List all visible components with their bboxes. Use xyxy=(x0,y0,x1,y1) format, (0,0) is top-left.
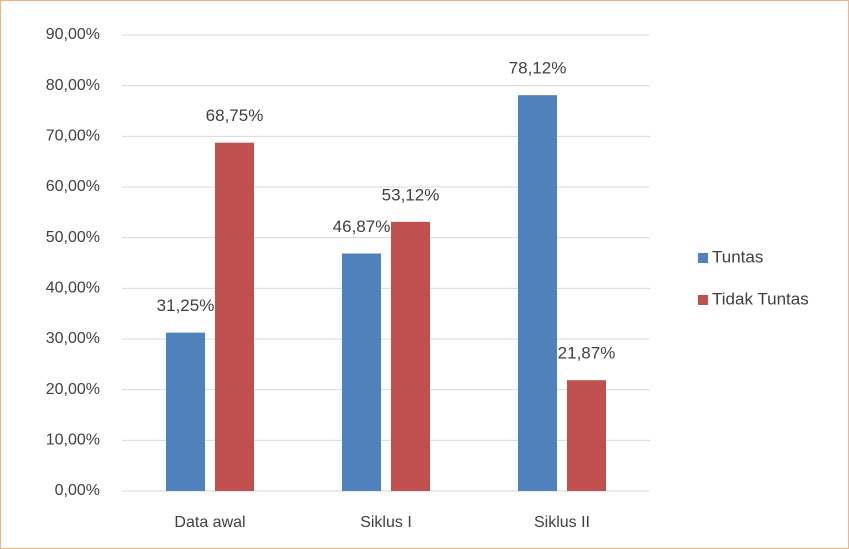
value-label: 46,87% xyxy=(333,217,391,236)
x-tick-label: Siklus I xyxy=(360,514,412,531)
y-tick-label: 50,00% xyxy=(46,229,100,246)
x-tick-label: Siklus II xyxy=(534,514,590,531)
y-tick-label: 70,00% xyxy=(46,128,100,145)
value-label: 31,25% xyxy=(157,296,215,315)
bar xyxy=(166,332,205,491)
y-tick-label: 80,00% xyxy=(46,77,100,94)
y-tick-label: 20,00% xyxy=(46,381,100,398)
y-tick-label: 90,00% xyxy=(46,26,100,43)
legend-label: Tuntas xyxy=(712,247,763,266)
value-label: 21,87% xyxy=(558,344,616,363)
bar xyxy=(215,142,254,491)
bar xyxy=(567,380,606,491)
y-tick-label: 0,00% xyxy=(55,482,100,499)
x-tick-label: Data awal xyxy=(174,514,245,531)
y-tick-label: 40,00% xyxy=(46,280,100,297)
legend-swatch xyxy=(698,295,708,305)
y-tick-label: 10,00% xyxy=(46,432,100,449)
legend-label: Tidak Tuntas xyxy=(712,289,809,308)
value-label: 68,75% xyxy=(206,106,264,125)
y-tick-label: 30,00% xyxy=(46,330,100,347)
value-label: 78,12% xyxy=(509,59,567,78)
legend-swatch xyxy=(698,253,708,263)
value-label: 53,12% xyxy=(382,185,440,204)
bar xyxy=(518,95,557,491)
bar xyxy=(391,221,430,491)
y-tick-label: 60,00% xyxy=(46,178,100,195)
bar xyxy=(342,253,381,491)
